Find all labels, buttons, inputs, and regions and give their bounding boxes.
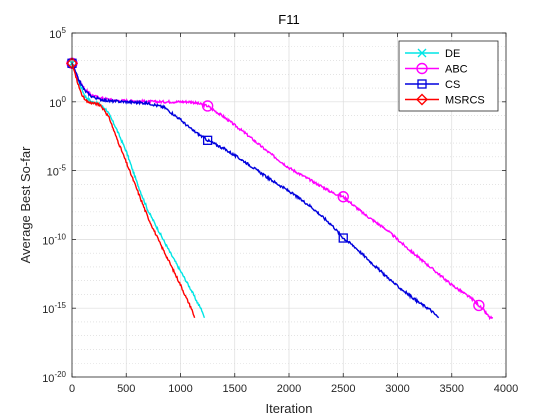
y-tick-label: 10-15 [42,301,66,316]
series-marker-cs [338,233,348,243]
chart-title: F11 [278,12,299,27]
y-tick-label: 105 [49,26,66,41]
series-marker-cs [202,135,213,145]
x-axis-label: Iteration [266,401,313,416]
x-tick-label: 4000 [494,383,518,395]
legend-label-msrcs: MSRCS [445,95,485,107]
y-tick-label: 10-5 [47,164,67,179]
y-axis-label: Average Best So-far [18,146,33,263]
y-tick-label: 100 [49,95,66,110]
legend-marker-de [417,48,427,58]
y-tick-label: 10-10 [42,232,66,247]
series-line-cs [71,63,440,319]
x-tick-label: 3000 [385,383,409,395]
x-tick-label: 2000 [277,383,301,395]
series-marker-abc [337,191,349,203]
x-tick-label: 0 [69,383,75,395]
legend-marker-de-stroke-b [417,48,427,58]
x-tick-label: 500 [117,383,135,395]
legend: DE ABC CS MSRCS [398,40,499,112]
legend-marker-cs [417,79,427,89]
series-marker-abc [473,299,485,312]
series-layer [66,57,493,321]
series-marker-abc [201,100,214,112]
legend-label-cs: CS [445,79,460,91]
x-tick-label: 1500 [223,383,247,395]
series-line-msrcs [71,63,196,319]
legend-label-de: DE [445,48,460,60]
x-tick-label: 2500 [331,383,355,395]
x-tick-label: 1000 [168,383,192,395]
legend-label-abc: ABC [445,64,468,76]
legend-marker-msrcs [416,93,428,106]
ticks: 0 500 1000 1500 2000 2500 3000 3500 4000 10-20 10-… [42,26,518,395]
legend-marker-abc [416,62,428,75]
x-tick-label: 3500 [440,383,464,395]
y-tick-label: 10-20 [42,370,66,385]
series-line-abc [71,63,493,321]
